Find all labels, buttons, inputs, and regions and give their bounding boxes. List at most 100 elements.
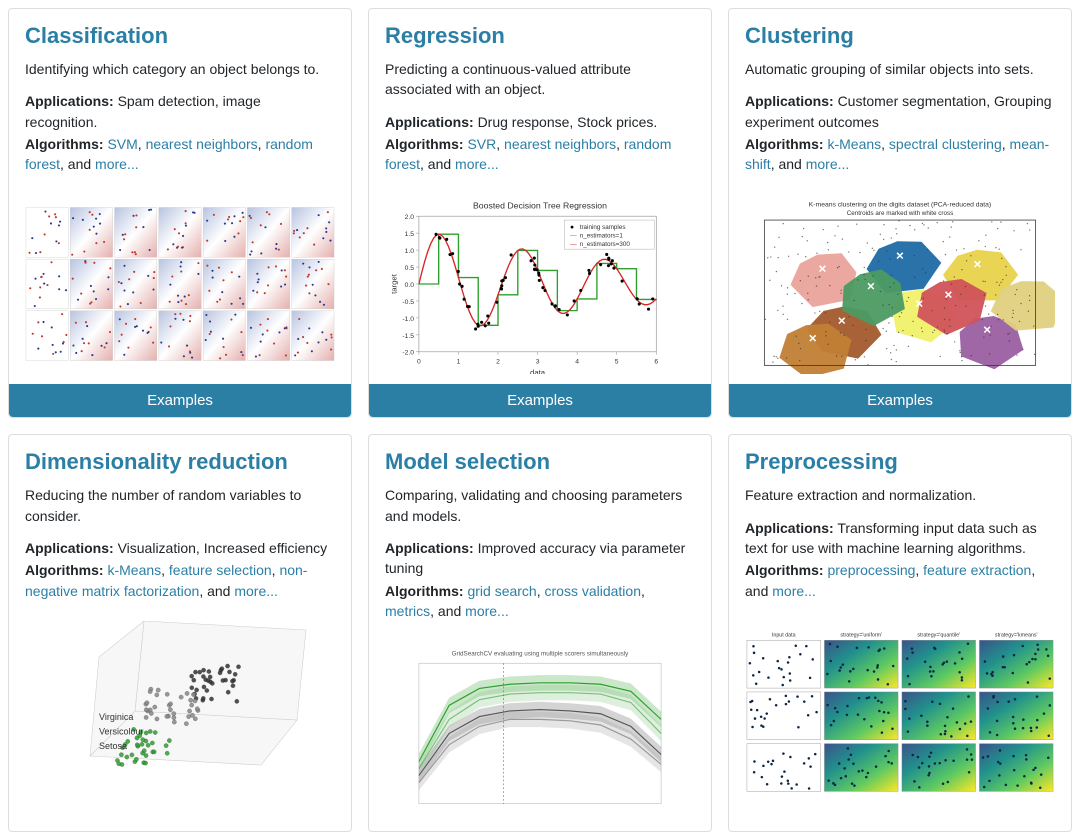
applications-label: Applications: [745,520,834,536]
card-description: Reducing the number of random variables … [25,485,335,526]
card-description: Comparing, validating and choosing param… [385,485,695,526]
more-link[interactable]: more... [772,583,816,599]
card-model_selection: Model selection Comparing, validating and… [368,434,712,832]
card-applications: Applications: Spam detection, image reco… [25,91,335,132]
svg-text:✕: ✕ [983,325,992,337]
applications-text: Visualization, Increased efficiency [118,540,328,556]
card-thumbnail[interactable]: Input data strategy='uniform' strategy='qu… [745,621,1055,801]
svg-text:✕: ✕ [866,281,875,293]
svg-text:✕: ✕ [808,334,817,346]
card-thumbnail[interactable]: K-means clustering on the digits dataset… [745,194,1055,374]
card-classification: Classification Identifying which category… [8,8,352,418]
svg-text:training samples: training samples [580,224,626,231]
applications-label: Applications: [745,93,834,109]
svg-text:1.0: 1.0 [405,248,415,255]
more-link[interactable]: more... [465,603,509,619]
card-description: Automatic grouping of similar objects in… [745,59,1055,79]
card-algorithms: Algorithms: k-Means, feature selection, … [25,560,335,601]
algorithms-label: Algorithms: [385,136,464,152]
applications-label: Applications: [25,93,114,109]
card-dimred: Dimensionality reduction Reducing the num… [8,434,352,832]
algorithm-link[interactable]: cross validation [545,583,642,599]
card-regression: Regression Predicting a continuous-valued… [368,8,712,418]
svg-text:1: 1 [457,359,461,366]
card-clustering: Clustering Automatic grouping of similar … [728,8,1072,418]
svg-text:—: — [570,233,577,240]
svg-text:✕: ✕ [896,251,905,263]
card-thumbnail[interactable]: GridSearchCV evaluating using multiple s… [385,641,695,821]
algorithms-label: Algorithms: [25,562,104,578]
svg-text:target: target [390,274,399,295]
card-title[interactable]: Clustering [745,23,1055,49]
svg-text:Versicolour: Versicolour [99,726,144,736]
card-title[interactable]: Regression [385,23,695,49]
card-title[interactable]: Model selection [385,449,695,475]
algorithm-link[interactable]: SVR [467,136,496,152]
svg-text:0: 0 [417,359,421,366]
svg-text:strategy='uniform': strategy='uniform' [840,632,882,638]
card-algorithms: Algorithms: SVR, nearest neighbors, rand… [385,134,695,175]
card-thumbnail[interactable]: Boosted Decision Tree Regression-2.0-1.5… [385,194,695,374]
examples-button[interactable]: Examples [369,384,711,417]
card-algorithms: Algorithms: preprocessing, feature extra… [745,560,1055,601]
svg-text:0.0: 0.0 [405,282,415,289]
svg-text:0.5: 0.5 [405,265,415,272]
svg-text:GridSearchCV evaluating using: GridSearchCV evaluating using multiple s… [452,651,630,658]
algorithm-link[interactable]: k-Means [827,136,881,152]
card-algorithms: Algorithms: SVM, nearest neighbors, rand… [25,134,335,175]
more-link[interactable]: more... [95,156,139,172]
card-preprocessing: Preprocessing Feature extraction and norm… [728,434,1072,832]
card-description: Identifying which category an object bel… [25,59,335,79]
algorithm-link[interactable]: k-Means [107,562,161,578]
more-link[interactable]: more... [806,156,850,172]
svg-text:data: data [530,369,546,375]
svg-text:-1.0: -1.0 [402,316,414,323]
card-applications: Applications: Drug response, Stock price… [385,112,695,132]
svg-text:Virginica: Virginica [99,712,133,722]
applications-text: Drug response, Stock prices. [478,114,658,130]
svg-text:—: — [570,242,577,249]
card-algorithms: Algorithms: k-Means, spectral clustering… [745,134,1055,175]
card-title[interactable]: Dimensionality reduction [25,449,335,475]
more-link[interactable]: more... [234,583,278,599]
algorithm-link[interactable]: feature selection [169,562,272,578]
applications-label: Applications: [385,540,474,556]
card-description: Feature extraction and normalization. [745,485,1055,505]
algorithm-link[interactable]: nearest neighbors [504,136,616,152]
svg-text:Setosa: Setosa [99,741,127,751]
card-title[interactable]: Classification [25,23,335,49]
svg-text:n_estimators=1: n_estimators=1 [580,233,624,240]
algorithm-link[interactable]: nearest neighbors [146,136,258,152]
svg-text:●: ● [570,224,574,231]
card-title[interactable]: Preprocessing [745,449,1055,475]
card-thumbnail[interactable] [25,194,335,374]
card-thumbnail[interactable]: Virginica Versicolour Setosa [25,621,335,801]
svg-text:K-means clustering on the digi: K-means clustering on the digits dataset… [809,202,991,209]
svg-text:✕: ✕ [944,290,953,302]
card-applications: Applications: Customer segmentation, Gro… [745,91,1055,132]
algorithm-link[interactable]: metrics [385,603,430,619]
examples-button[interactable]: Examples [9,384,351,417]
applications-label: Applications: [385,114,474,130]
svg-text:5: 5 [615,359,619,366]
algorithms-label: Algorithms: [25,136,104,152]
algorithm-link[interactable]: preprocessing [827,562,915,578]
algorithm-link[interactable]: feature extraction [923,562,1031,578]
svg-text:✕: ✕ [837,316,846,328]
svg-text:Centroids are marked with whit: Centroids are marked with white cross [847,211,953,218]
svg-text:-2.0: -2.0 [402,350,414,357]
algorithm-link[interactable]: grid search [467,583,536,599]
more-link[interactable]: more... [455,156,499,172]
algorithm-link[interactable]: spectral clustering [889,136,1002,152]
card-description: Predicting a continuous-valued attribute… [385,59,695,100]
svg-text:strategy='quantile': strategy='quantile' [917,632,960,638]
algorithms-label: Algorithms: [745,562,824,578]
svg-text:Input data: Input data [772,632,796,638]
applications-label: Applications: [25,540,114,556]
examples-button[interactable]: Examples [729,384,1071,417]
algorithms-label: Algorithms: [745,136,824,152]
svg-text:-0.5: -0.5 [402,299,414,306]
svg-text:6: 6 [654,359,658,366]
algorithms-label: Algorithms: [385,583,464,599]
algorithm-link[interactable]: SVM [107,136,137,152]
